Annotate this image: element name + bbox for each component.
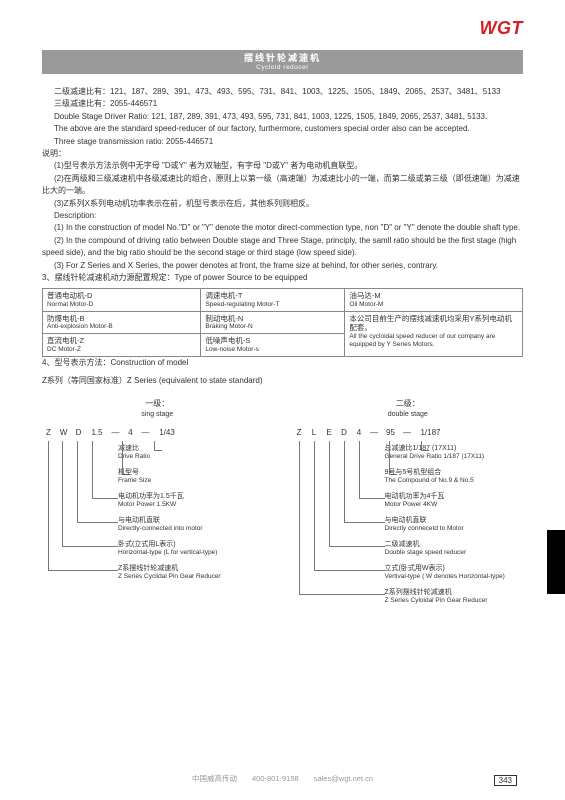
cell-en: DC Motor-Z bbox=[47, 346, 196, 354]
code-seg: — bbox=[109, 427, 122, 439]
item-en: Z Series Cyclidal Pin Gear Reducer bbox=[118, 573, 221, 580]
code-seg: 1/43 bbox=[154, 427, 180, 439]
code-seg: D bbox=[72, 427, 85, 439]
p4: The above are the standard speed-reducer… bbox=[42, 123, 523, 135]
side-tab bbox=[547, 530, 565, 594]
code-seg: 1/187 bbox=[416, 427, 446, 439]
code-seg: — bbox=[368, 427, 381, 439]
model-right: 二级： double stage Z L E D 4 — 95 — 1/187 总… bbox=[293, 398, 524, 642]
right-tree: 总减速比1/187 (17X11)General Drive Ratio 1/1… bbox=[293, 441, 524, 641]
right-head-en: double stage bbox=[293, 410, 524, 421]
item-en: Horizontal-type (L for vertical-type) bbox=[118, 549, 217, 556]
shuoming-label: 说明： bbox=[42, 148, 523, 160]
cell-cn: 低噪声电机-S bbox=[205, 336, 340, 345]
item-en: General Drive Ratio 1/187 (17X11) bbox=[385, 453, 485, 460]
cell-en: All the cycloidal speed reducer of our c… bbox=[349, 333, 518, 349]
left-head: 一级： sing stage bbox=[42, 398, 273, 421]
cell-cn: 普通电动机-D bbox=[47, 291, 196, 300]
code-seg: Z bbox=[293, 427, 306, 439]
right-head: 二级： double stage bbox=[293, 398, 524, 421]
item-en: Z Series Cyloidal Pin Gear Reducer bbox=[385, 597, 488, 604]
item-cn: 立式(卧式用W表示) bbox=[385, 565, 445, 572]
code-seg: D bbox=[338, 427, 351, 439]
item-en: Frame Size bbox=[118, 477, 151, 484]
header-en: Cycloid reducer bbox=[42, 64, 523, 71]
code-seg: E bbox=[323, 427, 336, 439]
item-en: Directly connecetd to Motor bbox=[385, 525, 464, 532]
left-code: Z W D 1.5 — 4 — 1/43 bbox=[42, 427, 273, 439]
model-area: 一级： sing stage Z W D 1.5 — 4 — 1/43 减速比Dr… bbox=[42, 398, 523, 642]
code-seg: 4 bbox=[124, 427, 137, 439]
item-en: The Compound of No.9 & No.5 bbox=[385, 477, 474, 484]
item-cn: 与电动机直联 bbox=[118, 517, 160, 524]
left-tree: 减速比Drive Ratio 机型号Frame Size 电动机功率为1.5千瓦… bbox=[42, 441, 273, 641]
code-seg: — bbox=[401, 427, 414, 439]
zseries-title: Z系列（等同国家标准）Z Series (equivalent to state… bbox=[42, 375, 523, 387]
p3: Double Stage Driver Ratio: 121, 187, 289… bbox=[42, 111, 523, 123]
code-seg: 1.5 bbox=[87, 427, 107, 439]
content: 二级减速比有：121、187、289、391、473、493、595、731、8… bbox=[42, 86, 523, 641]
s2: (2)在两级和三级减速机中各级减速比的组合，原则上以第一级（高速端）为减速比小的… bbox=[42, 173, 523, 198]
d3: (3) For Z Series and X Series, the power… bbox=[42, 260, 523, 272]
cell-en: Low-noise Motor-s bbox=[205, 346, 340, 354]
item-en: Directly-connected into motor bbox=[118, 525, 203, 532]
cell-cn: 防爆电机-B bbox=[47, 314, 196, 323]
left-head-cn: 一级： bbox=[145, 399, 169, 408]
left-head-en: sing stage bbox=[42, 410, 273, 421]
table-row: 防爆电机-BAnti-explosion Motor-B 制动电机-NBraki… bbox=[43, 311, 523, 334]
cell-en: Speed-regulating Motor-T bbox=[205, 301, 340, 309]
item-cn: 9号与5号机型组合 bbox=[385, 469, 442, 476]
sec3-title: 3、摆线针轮减速机动力源配置规定：Type of power Source to… bbox=[42, 272, 523, 284]
s1: (1)型号表示方法示例中无字母 "D或Y" 者为双轴型，有字母 "D或Y" 者为… bbox=[42, 160, 523, 172]
right-code: Z L E D 4 — 95 — 1/187 bbox=[293, 427, 524, 439]
code-seg: 4 bbox=[353, 427, 366, 439]
page-number: 343 bbox=[494, 775, 517, 786]
footer: 中国威高传动 400-801-9158 sales@wgt.net.cn bbox=[0, 773, 565, 784]
item-en: Motor Power 1.5KW bbox=[118, 501, 184, 508]
cell-cn: 本公司目前生产的摆线减速机均采用Y系列电动机配套。 bbox=[349, 314, 518, 333]
d2: (2) In the compound of driving ratio bet… bbox=[42, 235, 523, 260]
cell-en: Normal Motor-D bbox=[47, 301, 196, 309]
code-seg: 95 bbox=[383, 427, 399, 439]
code-seg: L bbox=[308, 427, 321, 439]
table-row: 普通电动机-DNormal Motor-D 调速电机-TSpeed-regula… bbox=[43, 289, 523, 312]
cell-en: Oil Motor-M bbox=[349, 301, 518, 309]
sec4-title: 4、型号表示方法：Construction of model bbox=[42, 357, 523, 369]
code-seg: Z bbox=[42, 427, 55, 439]
code-seg: — bbox=[139, 427, 152, 439]
item-cn: 与电动机直联 bbox=[385, 517, 427, 524]
header-band: 摆线针轮减速机 Cycloid reducer bbox=[42, 50, 523, 74]
item-en: Motor Power 4KW bbox=[385, 501, 445, 508]
item-cn: 电动机功率为1.5千瓦 bbox=[118, 493, 184, 500]
item-en: Vertival-type ( W denotes Horizontal-typ… bbox=[385, 573, 505, 580]
logo: WGT bbox=[480, 18, 524, 39]
item-en: Double stage speed reducer bbox=[385, 549, 467, 556]
s3: (3)Z系列X系列电动机功率表示在前，机型号表示在后，其他系列则相反。 bbox=[42, 198, 523, 210]
cell-en: Anti-explosion Motor-B bbox=[47, 323, 196, 331]
desc-label: Description: bbox=[42, 210, 523, 222]
item-cn: Z系列摆线针轮减速机 bbox=[385, 589, 452, 596]
cell-cn: 制动电机-N bbox=[205, 314, 340, 323]
item-cn: Z系摆线针轮减速机 bbox=[118, 565, 178, 572]
item-cn: 卧式(立式用L表示) bbox=[118, 541, 176, 548]
item-cn: 二级减速机 bbox=[385, 541, 420, 548]
item-cn: 电动机功率为4千瓦 bbox=[385, 493, 445, 500]
header-cn: 摆线针轮减速机 bbox=[42, 54, 523, 64]
cell-cn: 油马达-M bbox=[349, 291, 518, 300]
item-cn: 机型号 bbox=[118, 469, 139, 476]
p2: 三级减速比有：2055-446571 bbox=[42, 98, 523, 110]
cell-en: Braking Motor-N bbox=[205, 323, 340, 331]
code-seg: W bbox=[57, 427, 70, 439]
cell-cn: 直流电机-Z bbox=[47, 336, 196, 345]
d1: (1) In the construction of model No."D" … bbox=[42, 222, 523, 234]
cell-cn: 调速电机-T bbox=[205, 291, 340, 300]
right-head-cn: 二级： bbox=[396, 399, 420, 408]
p1: 二级减速比有：121、187、289、391、473、493、595、731、8… bbox=[42, 86, 523, 98]
model-left: 一级： sing stage Z W D 1.5 — 4 — 1/43 减速比Dr… bbox=[42, 398, 273, 642]
p5: Three stage transmission ratio: 2055-446… bbox=[42, 136, 523, 148]
power-table: 普通电动机-DNormal Motor-D 调速电机-TSpeed-regula… bbox=[42, 288, 523, 357]
